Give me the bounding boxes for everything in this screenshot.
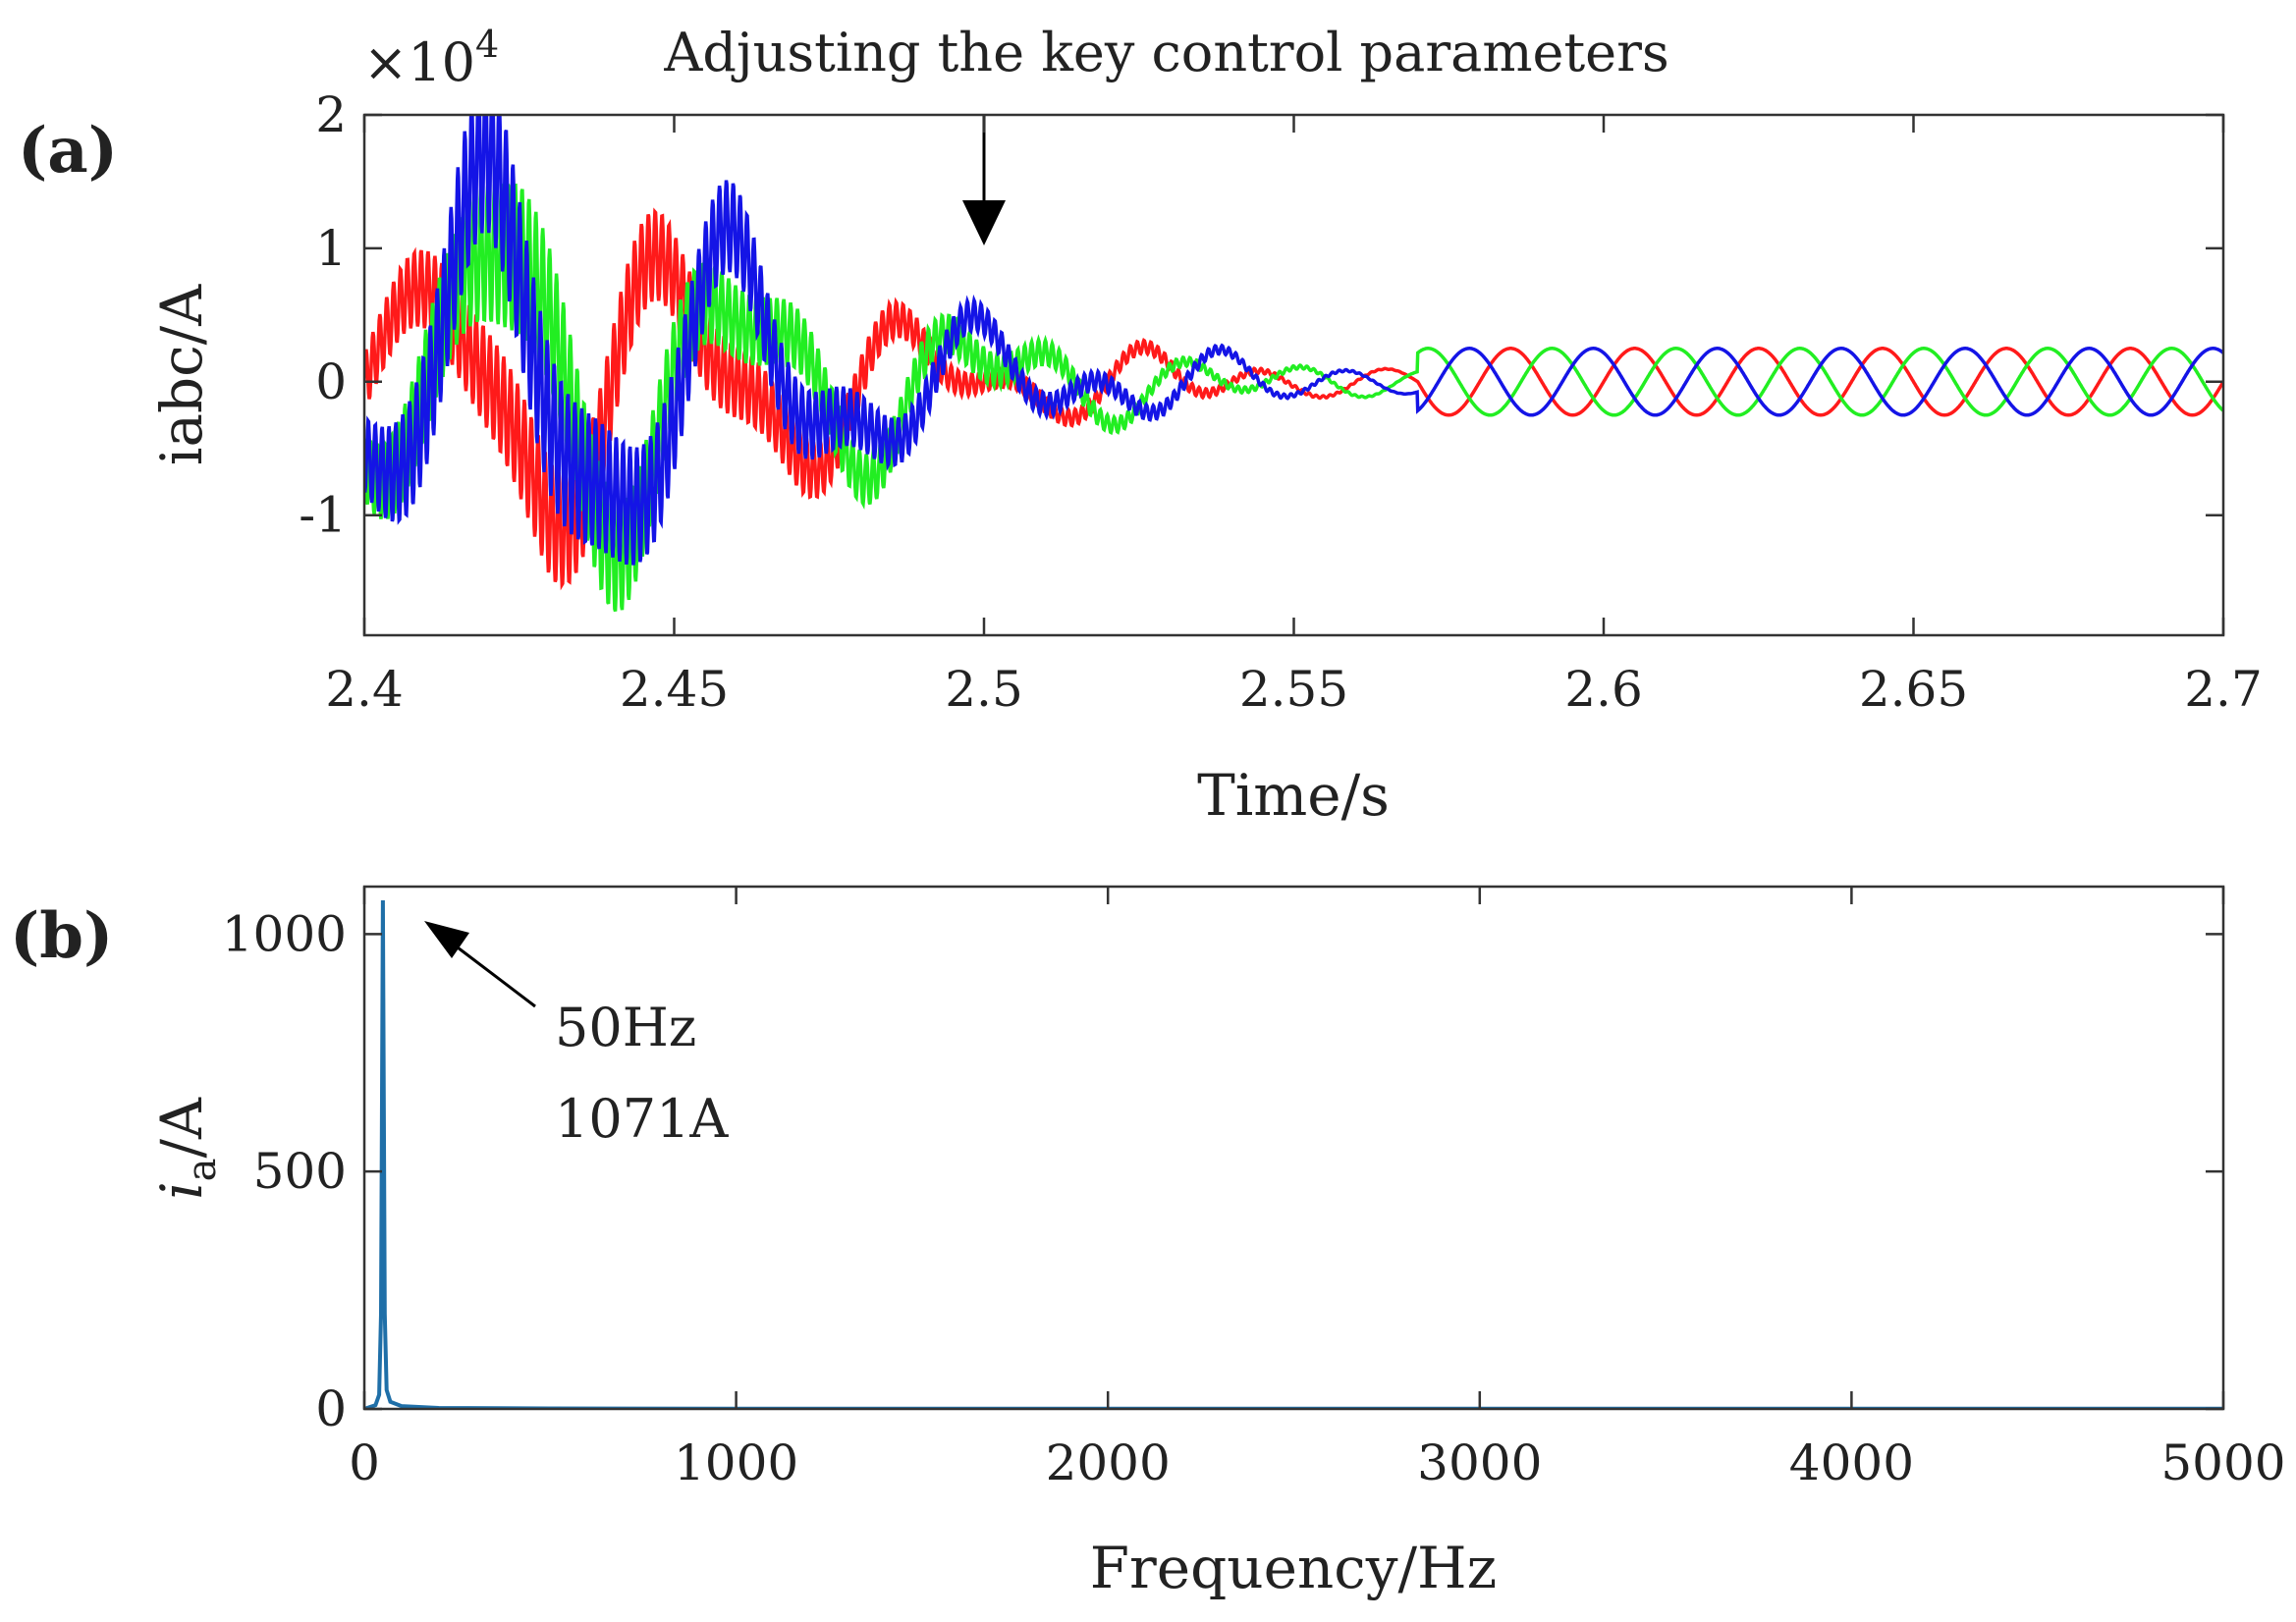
panel-a-ylabel: iabc/A xyxy=(148,284,215,465)
panel-b-xtick-label: 0 xyxy=(349,1434,380,1491)
panel-b-xlabel: Frequency/Hz xyxy=(1090,1535,1497,1601)
panel-a-annotation-arrow xyxy=(962,116,1006,245)
panel-b-xtick-label: 4000 xyxy=(1789,1434,1914,1491)
panel-a-xtick-label: 2.5 xyxy=(945,661,1023,718)
panel-b-xtick-label: 5000 xyxy=(2160,1434,2285,1491)
panel-a-xtick-label: 2.65 xyxy=(1859,661,1968,718)
panel-b-peak-frequency: 50Hz xyxy=(555,997,696,1058)
panel-a-xtick-label: 2.7 xyxy=(2184,661,2263,718)
panel-a-ytick-label: 1 xyxy=(315,220,347,277)
panel-a-series-group xyxy=(364,115,2223,613)
panel-b-series-spectrum xyxy=(364,899,2223,1409)
panel-a-series-ia xyxy=(364,207,2223,591)
panel-b-label: (b) xyxy=(10,899,113,973)
panel-a-xtick-label: 2.4 xyxy=(325,661,404,718)
panel-a-ytick-label: 2 xyxy=(315,86,347,143)
panel-a-xtick-label: 2.6 xyxy=(1564,661,1643,718)
panel-b-ytick-label: 500 xyxy=(253,1143,347,1200)
panel-b-peak-arrow xyxy=(424,921,536,1008)
panel-b-peak-amplitude: 1071A xyxy=(555,1088,729,1150)
panel-a-xtick-label: 2.45 xyxy=(620,661,729,718)
panel-a-ytick-label: 0 xyxy=(315,353,347,410)
panel-a-xlabel: Time/s xyxy=(1197,762,1390,829)
panel-a-ytick-label: -1 xyxy=(299,487,347,544)
panel-a-series-ib xyxy=(364,183,2223,613)
panel-a-label: (a) xyxy=(18,114,118,188)
panel-a-series-ic xyxy=(364,115,2223,566)
panel-b-xtick-label: 2000 xyxy=(1046,1434,1171,1491)
panel-a: (a) ×104 Adjusting the key control param… xyxy=(18,22,2263,829)
panel-b-axes-box xyxy=(362,885,2225,1411)
panel-a-xtick-label: 2.55 xyxy=(1239,661,1348,718)
panel-a-axes-box xyxy=(362,113,2225,637)
panel-a-scale-note: ×104 xyxy=(363,23,499,93)
panel-b-ytick-label: 1000 xyxy=(222,905,347,962)
panel-a-annotation: Adjusting the key control parameters xyxy=(663,22,1668,83)
panel-b-xtick-label: 1000 xyxy=(674,1434,798,1491)
panel-b-xtick-label: 3000 xyxy=(1417,1434,1542,1491)
panel-a-ticks: 2.4 2.45 2.5 2.55 2.6 2.65 2.7 2 1 0 -1 xyxy=(299,86,2262,718)
panel-b-ylabel: ia/A xyxy=(148,1097,225,1200)
panel-b-ytick-label: 0 xyxy=(315,1380,347,1437)
panel-b-series-group xyxy=(364,899,2223,1409)
